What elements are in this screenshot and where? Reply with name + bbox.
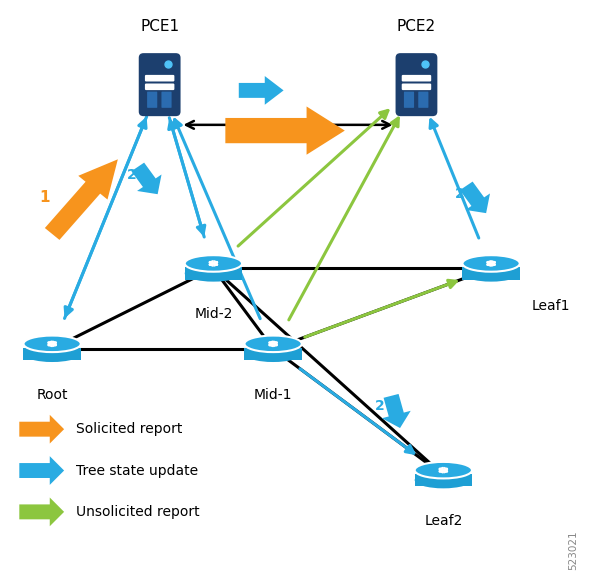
FancyBboxPatch shape [147, 92, 157, 108]
FancyBboxPatch shape [463, 267, 520, 280]
FancyArrow shape [439, 468, 448, 473]
Ellipse shape [185, 265, 242, 282]
FancyBboxPatch shape [402, 84, 431, 90]
Text: Root: Root [37, 388, 68, 402]
FancyArrow shape [48, 342, 56, 347]
Text: 2: 2 [455, 187, 465, 201]
FancyBboxPatch shape [161, 92, 172, 108]
Text: Mid-2: Mid-2 [194, 308, 233, 321]
Polygon shape [19, 415, 64, 444]
FancyArrow shape [439, 467, 448, 472]
Ellipse shape [463, 255, 520, 272]
FancyBboxPatch shape [402, 75, 431, 81]
FancyBboxPatch shape [23, 347, 81, 360]
FancyArrow shape [209, 261, 217, 266]
FancyArrow shape [48, 342, 56, 347]
Text: 2: 2 [374, 399, 385, 413]
FancyArrow shape [269, 341, 277, 346]
FancyArrow shape [269, 342, 277, 347]
Text: Unsolicited report: Unsolicited report [76, 505, 200, 519]
Polygon shape [226, 107, 345, 155]
Ellipse shape [185, 255, 242, 272]
FancyBboxPatch shape [145, 84, 175, 90]
Text: 2: 2 [239, 84, 250, 98]
Text: Tree state update: Tree state update [76, 463, 198, 478]
FancyArrow shape [487, 261, 495, 266]
Text: Mid-1: Mid-1 [254, 388, 292, 402]
Polygon shape [19, 497, 64, 526]
Polygon shape [131, 163, 161, 194]
Polygon shape [460, 182, 490, 213]
Polygon shape [239, 76, 284, 105]
Text: 523021: 523021 [568, 530, 578, 570]
Ellipse shape [415, 462, 472, 478]
Text: 2: 2 [127, 168, 136, 182]
FancyArrow shape [269, 341, 277, 346]
Text: Solicited report: Solicited report [76, 422, 182, 436]
FancyArrow shape [487, 261, 496, 266]
Text: Leaf1: Leaf1 [532, 299, 570, 313]
Text: PCE1: PCE1 [140, 19, 179, 34]
Text: 1: 1 [39, 190, 50, 205]
FancyBboxPatch shape [139, 53, 181, 116]
Ellipse shape [23, 346, 81, 362]
Text: Leaf2: Leaf2 [424, 514, 463, 528]
Polygon shape [19, 456, 64, 485]
Text: PCE2: PCE2 [397, 19, 436, 34]
Ellipse shape [415, 472, 472, 488]
Ellipse shape [244, 346, 302, 362]
FancyBboxPatch shape [244, 347, 302, 360]
FancyArrow shape [209, 261, 217, 265]
Polygon shape [45, 159, 118, 240]
FancyArrow shape [48, 341, 56, 346]
FancyBboxPatch shape [404, 92, 414, 108]
Ellipse shape [463, 265, 520, 282]
Ellipse shape [244, 336, 302, 352]
FancyArrow shape [439, 467, 448, 472]
FancyBboxPatch shape [395, 53, 437, 116]
FancyArrow shape [487, 261, 495, 265]
FancyArrow shape [439, 468, 448, 473]
Ellipse shape [23, 336, 81, 352]
Polygon shape [382, 394, 410, 428]
FancyArrow shape [209, 261, 218, 265]
FancyBboxPatch shape [418, 92, 428, 108]
FancyBboxPatch shape [145, 75, 175, 81]
FancyBboxPatch shape [415, 474, 472, 486]
FancyArrow shape [48, 341, 56, 346]
FancyBboxPatch shape [185, 267, 242, 280]
FancyArrow shape [269, 342, 277, 347]
FancyArrow shape [487, 261, 496, 265]
FancyArrow shape [209, 261, 218, 266]
